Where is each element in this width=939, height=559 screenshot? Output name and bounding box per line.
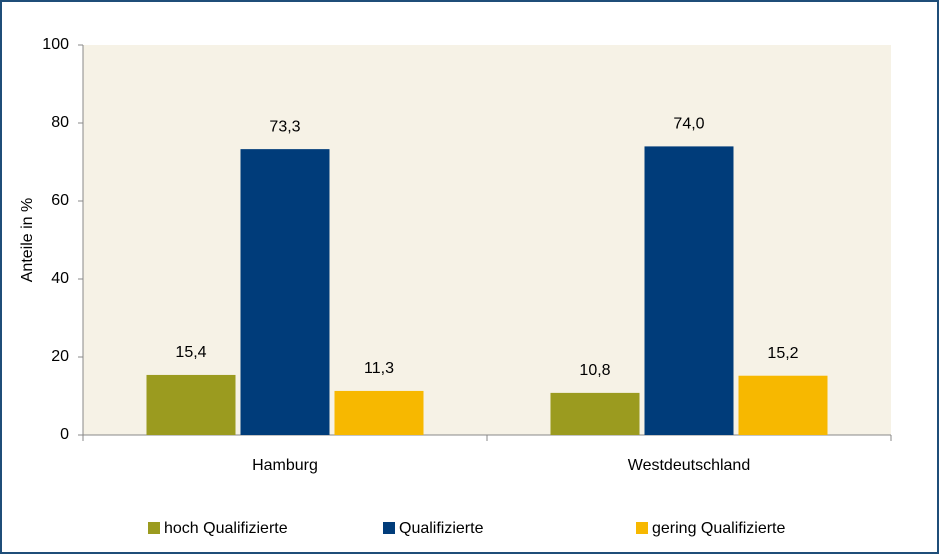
value-label: 10,8 [579,362,610,379]
legend-swatch [148,522,160,534]
y-tick-label: 80 [51,114,69,131]
y-tick-label: 60 [51,192,69,209]
y-tick-label: 20 [51,348,69,365]
bar [334,390,424,435]
y-tick-label: 100 [42,36,69,53]
value-label: 74,0 [673,116,704,133]
x-tick-label: Westdeutschland [628,457,750,474]
value-label: 15,2 [767,345,798,362]
legend-label: hoch Qualifizierte [164,520,288,537]
y-axis-label: Anteile in % [19,198,36,283]
plot-area [83,45,891,435]
value-label: 15,4 [175,344,206,361]
x-tick-label: Hamburg [252,457,318,474]
bar [240,149,330,435]
y-tick-label: 0 [60,426,69,443]
legend-label: Qualifizierte [399,520,484,537]
legend-swatch [636,522,648,534]
bar [550,392,640,435]
value-label: 73,3 [269,118,300,135]
y-tick-label: 40 [51,270,69,287]
value-label: 11,3 [364,360,394,377]
bar [146,374,236,435]
bar [738,375,828,435]
legend-label: gering Qualifizierte [652,520,786,537]
bar [644,146,734,435]
legend-swatch [383,522,395,534]
